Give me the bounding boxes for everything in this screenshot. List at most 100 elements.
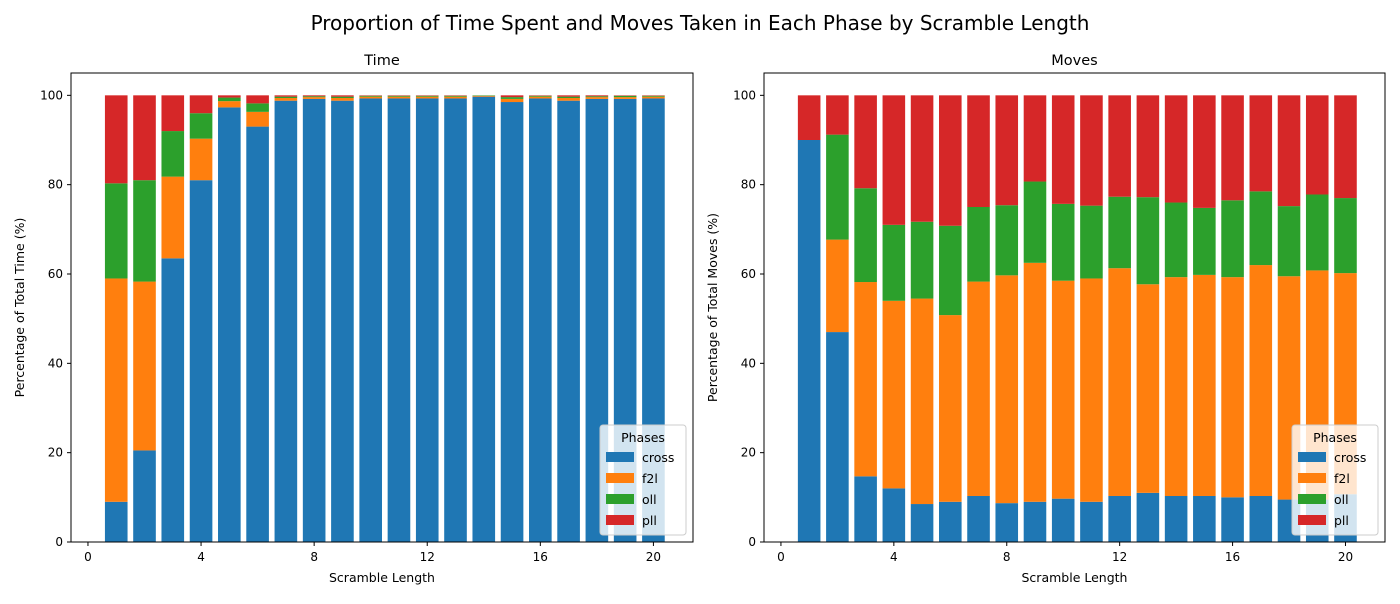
- bar-cross-13: [444, 98, 467, 542]
- bar-pll-17: [557, 95, 580, 96]
- legend-swatch-oll: [1298, 494, 1326, 504]
- bar-oll-7: [275, 97, 298, 98]
- bar-cross-8: [995, 503, 1018, 542]
- y-tick-label: 20: [741, 446, 756, 460]
- bar-f2l-7: [275, 98, 298, 101]
- bar-pll-17: [1250, 95, 1273, 191]
- x-tick-label: 8: [1003, 550, 1011, 564]
- bar-f2l-1: [105, 278, 128, 501]
- bar-cross-9: [331, 101, 354, 542]
- bar-pll-12: [1108, 95, 1131, 196]
- bar-cross-4: [883, 488, 906, 542]
- bar-oll-15: [501, 97, 524, 99]
- bar-cross-13: [1137, 493, 1160, 542]
- bar-oll-15: [1193, 208, 1216, 275]
- bar-f2l-17: [1250, 265, 1273, 496]
- bar-pll-3: [854, 95, 877, 188]
- legend-label-oll: oll: [1334, 492, 1349, 507]
- bar-oll-12: [1108, 197, 1131, 268]
- bar-f2l-13: [1137, 284, 1160, 493]
- bar-cross-17: [557, 101, 580, 542]
- bar-pll-6: [246, 95, 269, 103]
- legend-label-pll: pll: [642, 513, 657, 528]
- bar-cross-1: [105, 502, 128, 542]
- x-tick-label: 20: [1338, 550, 1353, 564]
- y-tick-label: 80: [48, 178, 63, 192]
- bar-pll-4: [883, 95, 906, 225]
- bar-oll-9: [331, 97, 354, 98]
- bar-oll-7: [967, 207, 990, 282]
- bar-f2l-9: [331, 98, 354, 101]
- bar-cross-10: [359, 98, 382, 542]
- bar-cross-9: [1024, 502, 1047, 542]
- bar-cross-11: [1080, 502, 1103, 542]
- y-tick-label: 0: [748, 535, 756, 549]
- bar-cross-14: [1165, 496, 1188, 542]
- legend-swatch-oll: [606, 494, 634, 504]
- bar-f2l-6: [939, 315, 962, 502]
- bar-f2l-2: [133, 282, 156, 451]
- bar-f2l-10: [1052, 281, 1075, 499]
- bar-oll-18: [586, 96, 609, 97]
- bar-oll-16: [1221, 200, 1244, 277]
- bar-oll-5: [218, 98, 241, 102]
- legend-label-cross: cross: [642, 450, 674, 465]
- bar-pll-9: [331, 95, 354, 96]
- bar-f2l-15: [1193, 275, 1216, 496]
- bar-oll-8: [303, 96, 326, 97]
- y-tick-label: 80: [741, 178, 756, 192]
- bar-pll-4: [190, 95, 213, 113]
- bar-f2l-4: [190, 139, 213, 181]
- x-tick-label: 12: [1112, 550, 1127, 564]
- bar-f2l-17: [557, 98, 580, 101]
- bar-oll-19: [614, 96, 637, 97]
- legend-title: Phases: [1313, 430, 1357, 445]
- bar-oll-2: [133, 180, 156, 281]
- bar-f2l-5: [218, 101, 241, 107]
- bar-cross-6: [939, 502, 962, 542]
- bar-f2l-12: [416, 97, 439, 99]
- bar-pll-8: [995, 95, 1018, 205]
- x-tick-label: 0: [84, 550, 92, 564]
- bar-pll-15: [501, 95, 524, 97]
- bar-f2l-8: [303, 97, 326, 99]
- bar-pll-2: [133, 95, 156, 180]
- bar-pll-18: [1278, 95, 1301, 206]
- y-tick-label: 60: [48, 267, 63, 281]
- bar-oll-10: [359, 96, 382, 97]
- bar-f2l-6: [246, 112, 269, 127]
- bar-pll-5: [911, 95, 934, 221]
- bar-cross-12: [416, 98, 439, 542]
- bar-oll-12: [416, 96, 439, 97]
- bar-cross-2: [826, 332, 849, 542]
- bar-f2l-15: [501, 99, 524, 102]
- bar-cross-11: [388, 98, 411, 542]
- x-axis-label: Scramble Length: [1022, 570, 1128, 585]
- bar-f2l-14: [472, 96, 495, 97]
- bar-oll-20: [642, 96, 665, 97]
- bar-pll-8: [303, 95, 326, 96]
- bar-oll-6: [246, 103, 269, 111]
- x-axis-label: Scramble Length: [329, 570, 435, 585]
- bar-pll-5: [218, 95, 241, 97]
- bar-oll-3: [854, 188, 877, 282]
- bar-pll-18: [586, 95, 609, 96]
- x-tick-label: 20: [646, 550, 661, 564]
- y-tick-label: 100: [733, 88, 756, 102]
- legend-swatch-pll: [606, 515, 634, 525]
- legend-swatch-cross: [606, 452, 634, 462]
- bar-f2l-16: [529, 97, 552, 99]
- bar-oll-13: [1137, 197, 1160, 284]
- bar-cross-14: [472, 97, 495, 542]
- bar-f2l-13: [444, 97, 467, 99]
- bar-cross-8: [303, 99, 326, 542]
- bar-cross-1: [798, 140, 821, 542]
- bar-oll-3: [161, 131, 184, 177]
- y-tick-label: 40: [741, 356, 756, 370]
- bar-f2l-18: [586, 97, 609, 99]
- bar-f2l-16: [1221, 277, 1244, 497]
- bar-cross-10: [1052, 499, 1075, 542]
- x-tick-label: 4: [890, 550, 898, 564]
- bar-oll-18: [1278, 206, 1301, 276]
